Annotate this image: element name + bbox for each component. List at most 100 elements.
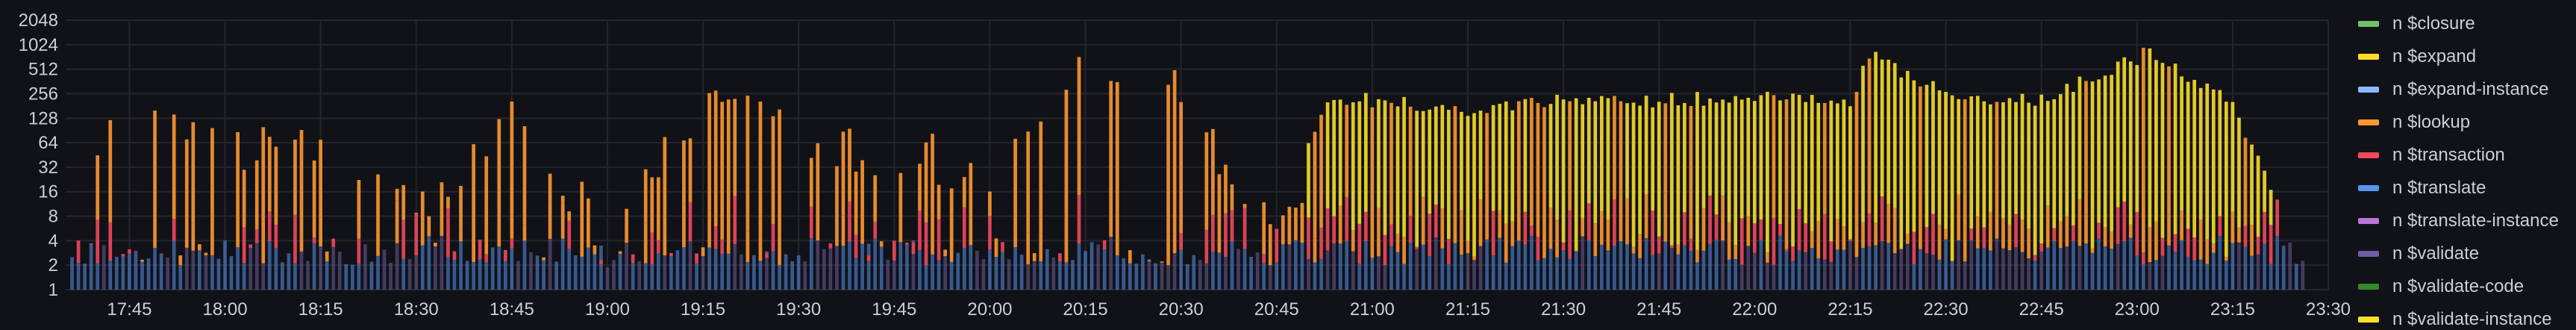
bar-segment: [2001, 248, 2005, 290]
bar-segment: [1325, 250, 1330, 290]
bar-segment: [2020, 220, 2025, 252]
bar-segment: [1657, 236, 1661, 254]
bar-segment: [1408, 216, 1413, 243]
bar-segment: [969, 163, 973, 218]
bar-segment: [440, 190, 444, 236]
bar-segment: [1530, 236, 1534, 290]
bar-segment: [643, 263, 648, 290]
bar-segment: [1428, 109, 1432, 214]
bar-segment: [688, 241, 693, 290]
bar-segment: [1593, 223, 1598, 256]
bar-segment: [1581, 104, 1585, 219]
x-tick-label: 20:15: [1063, 299, 1108, 320]
bar-segment: [778, 264, 781, 290]
bar-segment: [2205, 83, 2210, 240]
bar-segment: [1734, 245, 1738, 259]
bar-segment: [1937, 259, 1942, 290]
bar-segment: [593, 245, 597, 255]
bar-segment: [2027, 228, 2031, 259]
bar-segment: [376, 232, 380, 256]
legend-item[interactable]: n $transaction: [2358, 139, 2576, 172]
bar-segment: [472, 144, 475, 218]
y-tick-label: 1024: [19, 35, 58, 55]
bar-segment: [2256, 237, 2260, 255]
legend-swatch: [2358, 21, 2379, 27]
bar-segment: [1019, 255, 1024, 290]
bar-segment: [1428, 214, 1432, 256]
bar-segment: [407, 258, 412, 290]
bar-segment: [2128, 61, 2133, 225]
legend-item[interactable]: n $closure: [2358, 7, 2576, 40]
bar-segment: [2186, 256, 2190, 290]
bar-segment: [1255, 252, 1260, 290]
x-axis-ticks: 17:45 18:00 18:15 18:30 18:45 19:00 19:15 19:30…: [107, 299, 2351, 320]
bar-segment: [1937, 224, 1942, 260]
bar-segment: [1766, 262, 1769, 290]
bar-segment: [1039, 121, 1043, 234]
bar-segment: [1204, 263, 1209, 290]
bar-segment: [1440, 208, 1445, 249]
bar-segment: [1714, 102, 1719, 215]
bar-segment: [1816, 220, 1821, 259]
bar-segment: [357, 180, 361, 239]
legend-item[interactable]: n $translate-instance: [2358, 205, 2576, 237]
legend-item[interactable]: n $expand: [2358, 40, 2576, 73]
bar-segment: [650, 232, 654, 264]
bar-segment: [522, 225, 527, 241]
bar-segment: [1377, 256, 1381, 290]
bar-segment: [1307, 259, 1310, 290]
legend-swatch: [2358, 251, 2379, 257]
legend-item[interactable]: n $validate-code: [2358, 270, 2576, 303]
bar-segment: [1854, 225, 1859, 258]
bar-segment: [1363, 211, 1368, 242]
bar-segment: [1319, 258, 1323, 290]
bar-segment: [599, 264, 603, 290]
bar-segment: [312, 160, 316, 238]
legend-item[interactable]: n $translate: [2358, 172, 2576, 205]
bar-segment: [1669, 93, 1674, 246]
bar-segment: [529, 252, 533, 290]
bar-segment: [879, 241, 884, 247]
bar-segment: [1861, 248, 1865, 290]
bar-segment: [822, 249, 826, 290]
bar-segment: [1211, 252, 1215, 290]
bar-segment: [1746, 97, 1751, 217]
bar-segment: [1925, 84, 1929, 228]
bar-segment: [344, 264, 348, 290]
bar-segment: [796, 255, 801, 290]
bar-segment: [1383, 234, 1387, 266]
legend-item[interactable]: n $validate-instance: [2358, 303, 2576, 330]
bar-segment: [745, 262, 750, 290]
bar-segment: [2052, 241, 2057, 290]
bar-segment: [1192, 255, 1196, 290]
bar-segment: [1058, 261, 1062, 290]
bar-segment: [1631, 102, 1636, 247]
bar-segment: [663, 255, 667, 290]
bar-segment: [1708, 243, 1712, 290]
bar-segment: [1485, 239, 1489, 290]
bar-segment: [1039, 233, 1043, 261]
bar-segment: [2007, 224, 2012, 251]
bar-segment: [1663, 193, 1668, 242]
bar-segment: [1842, 226, 1846, 250]
bar-segment: [1905, 70, 1910, 234]
bar-segment: [612, 260, 616, 290]
legend-item[interactable]: n $lookup: [2358, 106, 2576, 139]
bar-segment: [1504, 262, 1508, 290]
bar-segment: [1752, 101, 1757, 224]
legend-item[interactable]: n $validate: [2358, 237, 2576, 270]
bar-segment: [2045, 247, 2050, 290]
bar-segment: [2198, 220, 2203, 260]
legend-item[interactable]: n $expand-instance: [2358, 73, 2576, 106]
bar-segment: [191, 222, 196, 251]
bar-segment: [937, 184, 941, 220]
y-tick-label: 2048: [19, 10, 58, 31]
bar-segment: [2218, 236, 2222, 290]
bar-segment: [1466, 116, 1470, 241]
bar-segment: [2097, 222, 2101, 239]
bar-segment: [1536, 237, 1540, 261]
bar-segment: [599, 259, 603, 265]
bar-segment: [497, 119, 501, 240]
x-tick-label: 19:45: [872, 299, 916, 320]
bar-segment: [293, 263, 297, 290]
